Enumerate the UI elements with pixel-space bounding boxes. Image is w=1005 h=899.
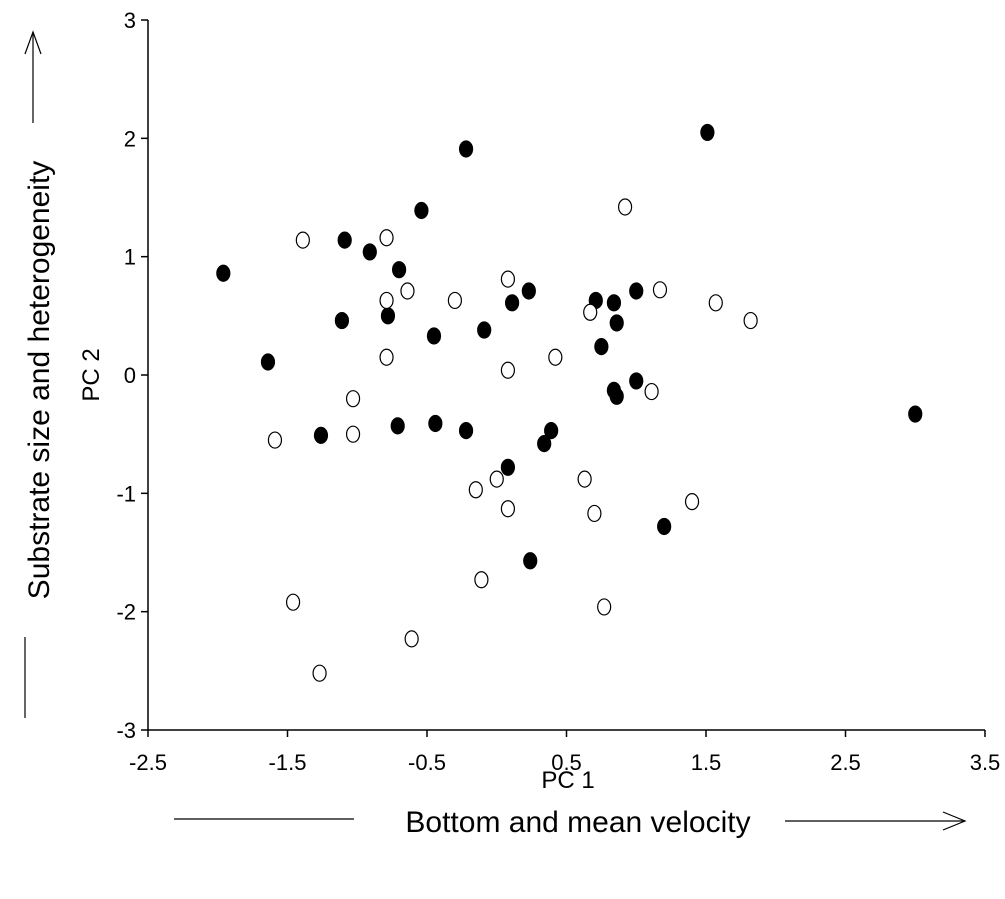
data-point-open [312, 664, 327, 682]
data-point-open [400, 282, 415, 300]
data-point-filled [362, 243, 377, 261]
data-point-filled [629, 282, 644, 300]
data-point-open [652, 281, 668, 299]
data-point-filled [426, 327, 442, 345]
data-point-open [500, 500, 516, 518]
x-tick-label: 1.5 [691, 750, 722, 775]
y-axis-description: Substrate size and heterogeneity [23, 161, 56, 600]
data-point-filled [380, 307, 396, 325]
data-point-filled [500, 458, 516, 476]
data-point-filled [458, 422, 474, 440]
data-point-filled [629, 372, 644, 390]
data-point-open [644, 382, 659, 401]
data-point-filled [908, 405, 923, 423]
data-point-open [345, 390, 361, 408]
data-point-filled [390, 417, 405, 435]
y-description-arrow [24, 30, 42, 718]
x-description-arrow [174, 811, 967, 831]
data-point-open [708, 294, 723, 312]
y-tick-label: -2 [116, 600, 136, 625]
data-point-filled [657, 517, 672, 536]
x-axis-label: PC 1 [541, 767, 594, 794]
data-point-open [285, 593, 301, 611]
data-point-open [617, 198, 633, 216]
data-point-filled [609, 387, 624, 405]
data-point-open [500, 361, 516, 379]
data-point-open [379, 348, 394, 366]
data-point-filled [216, 264, 231, 282]
axis-ticks: -2.5 -1.5 -0.5 0.5 1.5 2.5 3.5 -3 -2 -1 0 1 2 3 [116, 8, 1000, 775]
data-point-open [548, 348, 563, 366]
data-point-open [597, 598, 612, 616]
x-tick-label: 3.5 [970, 750, 1001, 775]
data-point-filled [392, 261, 407, 279]
data-point-open [379, 291, 394, 310]
data-point-open [404, 630, 419, 648]
data-point-open [447, 291, 462, 310]
data-point-filled [313, 426, 329, 444]
y-tick-label: 1 [124, 245, 136, 270]
data-point-open [468, 481, 483, 499]
data-point-open [474, 571, 489, 589]
data-point-open [500, 270, 516, 288]
x-axis-description: Bottom and mean velocity [405, 806, 750, 839]
y-tick-label: 3 [124, 8, 136, 33]
data-point-open [583, 303, 598, 321]
x-tick-label: 2.5 [830, 750, 861, 775]
data-point-open [345, 425, 361, 443]
x-tick-label: -2.5 [129, 750, 167, 775]
data-point-filled [523, 552, 538, 570]
data-point-filled [458, 140, 474, 158]
data-point-filled [606, 294, 622, 312]
data-point-filled [594, 338, 609, 356]
x-tick-label: -1.5 [269, 750, 307, 775]
data-point-filled [537, 435, 552, 453]
data-point-filled [414, 201, 429, 220]
x-tick-label: -0.5 [408, 750, 446, 775]
data-point-filled [334, 311, 350, 330]
data-point-open [577, 470, 592, 488]
data-point-filled [260, 353, 276, 371]
data-point-filled [428, 414, 443, 433]
data-point-open [379, 229, 394, 247]
arrow-right-icon [942, 811, 967, 831]
data-point-filled [337, 231, 352, 249]
data-point-open [587, 504, 602, 523]
y-tick-label: -3 [116, 718, 136, 743]
data-point-open [489, 470, 504, 488]
data-point-filled [700, 123, 715, 142]
data-point-open [684, 493, 700, 511]
data-point-filled [477, 321, 492, 339]
data-point-open [743, 311, 758, 330]
y-tick-label: 0 [124, 363, 136, 388]
data-points [216, 123, 923, 682]
data-point-open [267, 431, 283, 449]
y-tick-label: 2 [124, 126, 136, 151]
arrow-up-icon [24, 30, 42, 55]
x-tick-label: 0.5 [551, 750, 582, 775]
data-point-filled [544, 422, 559, 440]
data-point-filled [521, 282, 536, 300]
data-point-filled [609, 314, 624, 332]
y-axis-label: PC 2 [78, 348, 105, 401]
data-point-open [295, 231, 310, 249]
data-point-filled [504, 294, 520, 312]
y-tick-label: -1 [116, 481, 136, 506]
axes [147, 20, 985, 731]
